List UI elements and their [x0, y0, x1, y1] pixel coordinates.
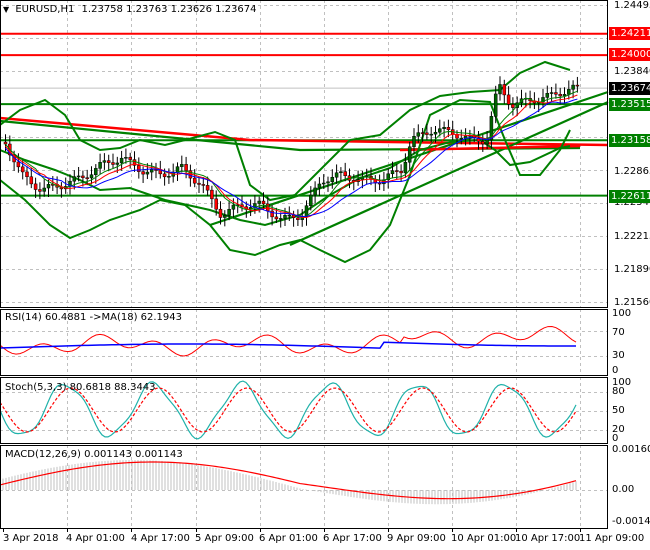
- price-tick: 1.21560: [614, 297, 650, 308]
- price-tick: 1.21890: [614, 264, 650, 275]
- grid-lines: [0, 0, 607, 528]
- rsi-tick: 70: [612, 327, 625, 338]
- resistance-tag: 1.24000: [609, 48, 650, 61]
- macd-tick: -0.001422: [612, 516, 650, 527]
- macd-tick: 0.00: [612, 484, 635, 495]
- time-tick: 10 Apr 01:00: [451, 533, 517, 544]
- symbol-label: EURUSD,H1: [15, 4, 75, 15]
- time-tick: 6 Apr 17:00: [323, 533, 382, 544]
- rsi-tick: 30: [612, 350, 625, 361]
- price-tick: 1.24495: [614, 0, 650, 11]
- time-tick: 4 Apr 01:00: [66, 533, 125, 544]
- time-tick: 10 Apr 17:00: [515, 533, 581, 544]
- stoch-tick: 20: [612, 424, 625, 435]
- macd-title: MACD(12,26,9) 0.001143 0.001143: [5, 449, 183, 460]
- resistance-tag: 1.24211: [609, 27, 650, 40]
- time-tick: 11 Apr 09:00: [579, 533, 645, 544]
- price-tick: 1.22215: [614, 231, 650, 242]
- stoch-tick: 100: [612, 377, 632, 388]
- rsi-panel: [0, 325, 577, 357]
- main-price-panel: [0, 32, 609, 264]
- time-tick: 3 Apr 2018: [3, 533, 59, 544]
- stoch-tick: 80: [612, 386, 625, 397]
- panel-frames: [0, 0, 608, 532]
- current-price-tag: 1.23674: [609, 82, 650, 95]
- time-tick: 9 Apr 09:00: [387, 533, 446, 544]
- macd-panel: [0, 460, 577, 505]
- stoch-panel: [0, 380, 577, 440]
- triangle-down-icon[interactable]: ▼: [3, 5, 10, 14]
- price-tick: 1.22865: [614, 166, 650, 177]
- price-tick: 1.23840: [614, 66, 650, 77]
- rsi-tick: 100: [612, 308, 632, 319]
- rsi-tick: 0: [612, 365, 619, 376]
- chart-header: ▼ EURUSD,H1 1.23758 1.23763 1.23626 1.23…: [3, 4, 257, 16]
- stoch-tick: 50: [612, 405, 625, 416]
- macd-tick: 0.001608: [612, 444, 650, 455]
- support-tag: 1.23515: [609, 98, 650, 111]
- time-tick: 4 Apr 17:00: [131, 533, 190, 544]
- support-tag: 1.23158: [609, 134, 650, 147]
- ohlc-values: 1.23758 1.23763 1.23626 1.23674: [81, 4, 257, 15]
- time-tick: 5 Apr 09:00: [195, 533, 254, 544]
- support-tag: 1.22611: [609, 190, 650, 203]
- rsi-title: RSI(14) 60.4881 ->MA(18) 62.1943: [5, 312, 182, 323]
- stoch-title: Stoch(5,3,3) 80.6818 88.3443: [5, 382, 156, 393]
- stoch-tick: 0: [612, 433, 619, 444]
- time-tick: 6 Apr 01:00: [259, 533, 318, 544]
